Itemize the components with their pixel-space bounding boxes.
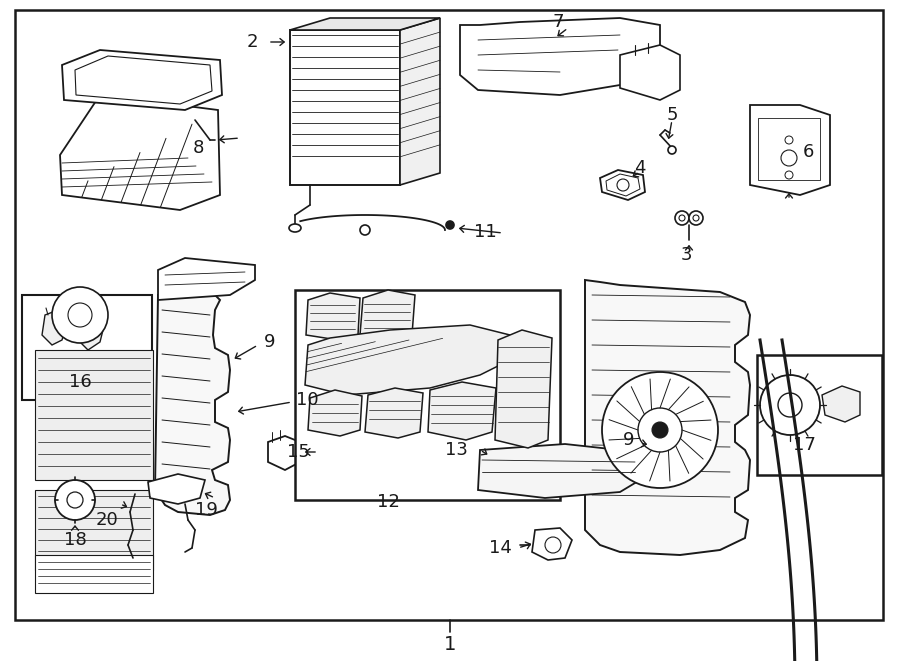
Circle shape	[55, 480, 95, 520]
Polygon shape	[75, 56, 212, 104]
Bar	[290, 30, 400, 185]
Polygon shape	[62, 50, 222, 110]
Polygon shape	[600, 170, 645, 200]
Circle shape	[679, 215, 685, 221]
Text: 14: 14	[489, 539, 512, 557]
Circle shape	[52, 287, 108, 343]
Polygon shape	[360, 290, 415, 340]
Text: 2: 2	[247, 33, 258, 51]
Text: 8: 8	[193, 139, 203, 157]
Circle shape	[668, 146, 676, 154]
Bar	[295, 290, 560, 500]
Text: 10: 10	[296, 391, 319, 409]
Text: 7: 7	[553, 13, 563, 31]
Circle shape	[67, 492, 83, 508]
Polygon shape	[155, 295, 230, 515]
Text: 18: 18	[64, 531, 86, 549]
Text: 6: 6	[802, 143, 814, 161]
Text: 4: 4	[634, 159, 646, 177]
Polygon shape	[495, 330, 552, 448]
Polygon shape	[22, 310, 165, 600]
Circle shape	[68, 303, 92, 327]
Polygon shape	[460, 18, 660, 95]
Bar	[35, 555, 153, 593]
Bar	[35, 490, 153, 570]
Text: 13: 13	[446, 441, 468, 459]
Text: 5: 5	[666, 106, 678, 124]
Polygon shape	[478, 444, 640, 498]
Polygon shape	[606, 174, 640, 196]
Text: 16: 16	[68, 373, 92, 391]
Circle shape	[781, 150, 797, 166]
Polygon shape	[305, 325, 510, 395]
Polygon shape	[42, 310, 68, 345]
Circle shape	[689, 211, 703, 225]
Polygon shape	[78, 308, 106, 350]
Polygon shape	[308, 390, 362, 436]
Circle shape	[545, 537, 561, 553]
Circle shape	[652, 422, 668, 438]
Bar	[35, 350, 153, 480]
Polygon shape	[585, 280, 750, 555]
Circle shape	[693, 215, 699, 221]
Bar	[22, 295, 152, 400]
Polygon shape	[60, 95, 220, 210]
Polygon shape	[400, 18, 440, 185]
Text: 3: 3	[680, 246, 692, 264]
Ellipse shape	[289, 224, 301, 232]
Bar	[758, 118, 820, 180]
Polygon shape	[750, 105, 830, 195]
Polygon shape	[290, 18, 440, 30]
Text: 19: 19	[194, 501, 218, 519]
Circle shape	[778, 393, 802, 417]
Polygon shape	[306, 293, 360, 340]
Circle shape	[602, 372, 718, 488]
Circle shape	[617, 179, 629, 191]
Circle shape	[446, 221, 454, 229]
Text: 9: 9	[623, 431, 634, 449]
Text: 17: 17	[793, 436, 815, 454]
Circle shape	[675, 211, 689, 225]
Polygon shape	[148, 474, 205, 504]
Polygon shape	[532, 528, 572, 560]
Text: 20: 20	[95, 511, 118, 529]
Polygon shape	[365, 388, 423, 438]
Circle shape	[785, 136, 793, 144]
Text: 15: 15	[287, 443, 310, 461]
Polygon shape	[428, 382, 496, 440]
Text: 9: 9	[264, 333, 275, 351]
Bar	[757, 355, 882, 475]
Text: 11: 11	[474, 223, 497, 241]
Circle shape	[785, 171, 793, 179]
Circle shape	[360, 225, 370, 235]
Polygon shape	[620, 45, 680, 100]
Circle shape	[638, 408, 682, 452]
Text: 1: 1	[444, 635, 456, 654]
Polygon shape	[268, 436, 300, 470]
Text: 12: 12	[376, 493, 400, 511]
Polygon shape	[822, 386, 860, 422]
Circle shape	[760, 375, 820, 435]
Polygon shape	[158, 258, 255, 300]
